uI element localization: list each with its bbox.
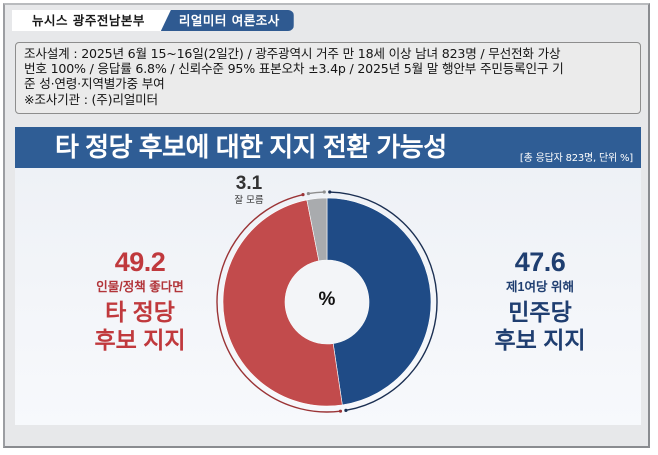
democratic-value: 47.6 xyxy=(514,247,566,277)
publisher-tab: 뉴시스 광주전남본부 xyxy=(12,10,171,31)
title-bar: 타 정당 후보에 대한 지지 전환 가능성 [총 응답자 823명, 단위 %] xyxy=(15,127,641,168)
bracket-arc xyxy=(308,191,325,195)
arc-end-dot xyxy=(338,409,343,413)
center-percent-label: % xyxy=(318,289,336,310)
survey-info-box: 조사설계 : 2025년 6월 15~16일(2일간) / 광주광역시 거주 만… xyxy=(15,42,641,114)
bracket-arc xyxy=(329,191,438,412)
democratic-line1: 민주당 xyxy=(508,299,572,325)
unknown-desc: 잘 모름 xyxy=(234,195,264,206)
democratic-line2: 후보 지지 xyxy=(494,327,586,353)
arc-end-dot xyxy=(344,408,348,412)
survey-info-line: ※조사기관 : (주)리얼미터 xyxy=(24,91,158,107)
arc-end-dot xyxy=(301,193,305,197)
header-tabs: 뉴시스 광주전남본부 리얼미터 여론조사 xyxy=(12,10,294,31)
democratic-label-block: 47.6 제1여당 위해 민주당 후보 지지 xyxy=(460,247,620,354)
pollster-tab: 리얼미터 여론조사 xyxy=(160,10,294,31)
other-party-line1: 타 정당 xyxy=(105,299,175,325)
donut-hole xyxy=(285,260,369,344)
arc-end-dot xyxy=(306,191,310,196)
chart-subtitle: [총 응답자 823명, 단위 %] xyxy=(519,153,633,164)
arc-end-dot xyxy=(322,190,326,194)
other-party-label-block: 49.2 인물/정책 좋다면 타 정당 후보 지지 xyxy=(60,247,220,354)
democratic-desc: 제1여당 위해 xyxy=(506,280,574,294)
unknown-value: 3.1 xyxy=(235,173,263,194)
survey-info-line: 번호 100% / 응답률 6.8% / 신뢰수준 95% 표본오차 ±3.4p… xyxy=(24,61,564,77)
arc-end-dot xyxy=(328,190,332,194)
other-party-desc: 인물/정책 좋다면 xyxy=(96,280,184,294)
chart-title: 타 정당 후보에 대한 지지 전환 가능성 xyxy=(55,132,447,162)
survey-info-line: 조사설계 : 2025년 6월 15~16일(2일간) / 광주광역시 거주 만… xyxy=(24,46,561,61)
other-party-value: 49.2 xyxy=(114,247,166,277)
unknown-label-block: 3.1 잘 모름 xyxy=(226,174,272,207)
bracket-arcs xyxy=(216,190,438,413)
bracket-arc xyxy=(216,193,341,413)
other-party-line2: 후보 지지 xyxy=(94,327,186,353)
survey-info-line: 준 성·연령·지역별가중 부여 xyxy=(24,76,165,92)
donut-slices xyxy=(222,197,432,407)
